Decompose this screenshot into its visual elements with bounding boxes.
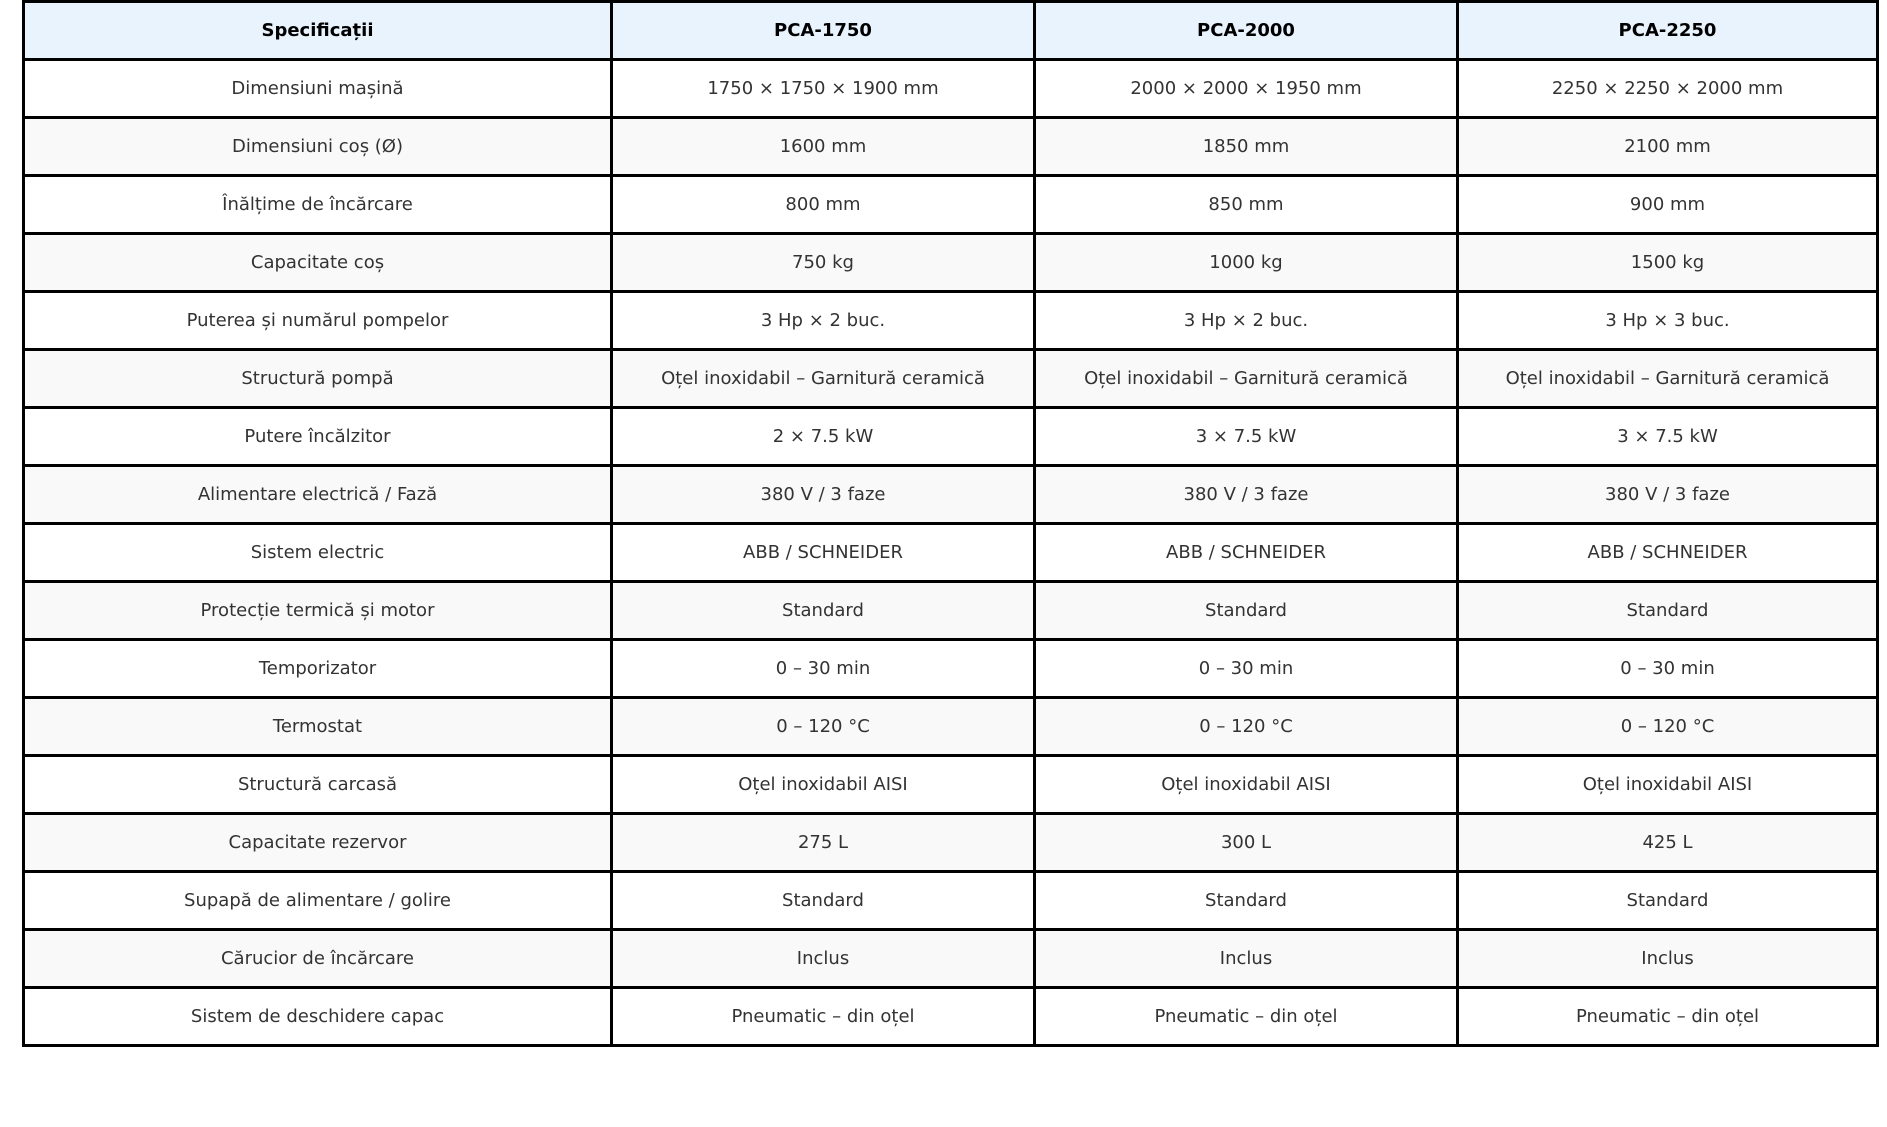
spec-value-cell: 2000 × 2000 × 1950 mm bbox=[1033, 58, 1459, 119]
table-row: Înălțime de încărcare 800 mm 850 mm 900 mm bbox=[22, 174, 1879, 235]
spec-value-cell: 275 L bbox=[610, 812, 1036, 873]
spec-value-cell: 850 mm bbox=[1033, 174, 1459, 235]
spec-label-cell: Înălțime de încărcare bbox=[22, 174, 613, 235]
column-header: PCA-1750 bbox=[610, 0, 1036, 61]
table-row: Sistem electric ABB / SCHNEIDER ABB / SCHN… bbox=[22, 522, 1879, 583]
spec-value-cell: Oțel inoxidabil – Garnitură ceramică bbox=[1456, 348, 1879, 409]
table-row: Supapă de alimentare / golire Standard Sta… bbox=[22, 870, 1879, 931]
specifications-table: Specificații PCA-1750 PCA-2000 PCA-2250 Dim… bbox=[22, 0, 1879, 1047]
spec-value-cell: Oțel inoxidabil – Garnitură ceramică bbox=[610, 348, 1036, 409]
spec-value-cell: 3 Hp × 3 buc. bbox=[1456, 290, 1879, 351]
spec-label-cell: Structură pompă bbox=[22, 348, 613, 409]
spec-label-cell: Dimensiuni mașină bbox=[22, 58, 613, 119]
spec-value-cell: 0 – 120 °C bbox=[610, 696, 1036, 757]
spec-value-cell: Pneumatic – din oțel bbox=[610, 986, 1036, 1047]
spec-value-cell: 2 × 7.5 kW bbox=[610, 406, 1036, 467]
spec-value-cell: Standard bbox=[610, 580, 1036, 641]
spec-value-cell: 750 kg bbox=[610, 232, 1036, 293]
table-row: Dimensiuni coș (Ø) 1600 mm 1850 mm 2100 mm bbox=[22, 116, 1879, 177]
spec-value-cell: ABB / SCHNEIDER bbox=[1033, 522, 1459, 583]
spec-value-cell: 300 L bbox=[1033, 812, 1459, 873]
table-row: Termostat 0 – 120 °C 0 – 120 °C 0 – 120 °C bbox=[22, 696, 1879, 757]
table-row: Capacitate rezervor 275 L 300 L 425 L bbox=[22, 812, 1879, 873]
spec-value-cell: 1850 mm bbox=[1033, 116, 1459, 177]
spec-label-cell: Putere încălzitor bbox=[22, 406, 613, 467]
spec-label-cell: Temporizator bbox=[22, 638, 613, 699]
spec-value-cell: 0 – 120 °C bbox=[1033, 696, 1459, 757]
spec-value-cell: Pneumatic – din oțel bbox=[1456, 986, 1879, 1047]
spec-value-cell: 2250 × 2250 × 2000 mm bbox=[1456, 58, 1879, 119]
spec-value-cell: 1000 kg bbox=[1033, 232, 1459, 293]
spec-label-cell: Sistem electric bbox=[22, 522, 613, 583]
table-row: Protecție termică și motor Standard Standa… bbox=[22, 580, 1879, 641]
spec-value-cell: Standard bbox=[1033, 870, 1459, 931]
spec-value-cell: 1500 kg bbox=[1456, 232, 1879, 293]
table-row: Sistem de deschidere capac Pneumatic – di… bbox=[22, 986, 1879, 1047]
spec-label-cell: Cărucior de încărcare bbox=[22, 928, 613, 989]
spec-value-cell: ABB / SCHNEIDER bbox=[1456, 522, 1879, 583]
column-header: PCA-2250 bbox=[1456, 0, 1879, 61]
spec-label-cell: Alimentare electrică / Fază bbox=[22, 464, 613, 525]
spec-value-cell: Inclus bbox=[610, 928, 1036, 989]
spec-value-cell: Inclus bbox=[1456, 928, 1879, 989]
spec-label-cell: Structură carcasă bbox=[22, 754, 613, 815]
spec-label-cell: Capacitate coș bbox=[22, 232, 613, 293]
spec-value-cell: Oțel inoxidabil AISI bbox=[1456, 754, 1879, 815]
spec-value-cell: 425 L bbox=[1456, 812, 1879, 873]
spec-value-cell: 3 Hp × 2 buc. bbox=[1033, 290, 1459, 351]
spec-value-cell: Standard bbox=[1456, 870, 1879, 931]
spec-value-cell: Standard bbox=[1033, 580, 1459, 641]
spec-value-cell: 3 Hp × 2 buc. bbox=[610, 290, 1036, 351]
spec-label-cell: Puterea și numărul pompelor bbox=[22, 290, 613, 351]
table-row: Puterea și numărul pompelor 3 Hp × 2 buc.… bbox=[22, 290, 1879, 351]
spec-value-cell: Oțel inoxidabil AISI bbox=[1033, 754, 1459, 815]
column-header: Specificații bbox=[22, 0, 613, 61]
spec-value-cell: ABB / SCHNEIDER bbox=[610, 522, 1036, 583]
spec-value-cell: Standard bbox=[1456, 580, 1879, 641]
spec-value-cell: 0 – 30 min bbox=[1033, 638, 1459, 699]
table-row: Structură carcasă Oțel inoxidabil AISI Oțe… bbox=[22, 754, 1879, 815]
spec-value-cell: 1600 mm bbox=[610, 116, 1036, 177]
spec-value-cell: Inclus bbox=[1033, 928, 1459, 989]
spec-label-cell: Supapă de alimentare / golire bbox=[22, 870, 613, 931]
spec-value-cell: Standard bbox=[610, 870, 1036, 931]
table-row: Dimensiuni mașină 1750 × 1750 × 1900 mm 20… bbox=[22, 58, 1879, 119]
spec-label-cell: Termostat bbox=[22, 696, 613, 757]
spec-value-cell: 380 V / 3 faze bbox=[1033, 464, 1459, 525]
spec-value-cell: 3 × 7.5 kW bbox=[1456, 406, 1879, 467]
table-row: Cărucior de încărcare Inclus Inclus Inclus bbox=[22, 928, 1879, 989]
spec-label-cell: Sistem de deschidere capac bbox=[22, 986, 613, 1047]
spec-label-cell: Dimensiuni coș (Ø) bbox=[22, 116, 613, 177]
table-row: Structură pompă Oțel inoxidabil – Garnitu… bbox=[22, 348, 1879, 409]
spec-value-cell: 0 – 30 min bbox=[610, 638, 1036, 699]
spec-value-cell: 1750 × 1750 × 1900 mm bbox=[610, 58, 1036, 119]
table-row: Temporizator 0 – 30 min 0 – 30 min 0 – 30 m… bbox=[22, 638, 1879, 699]
spec-label-cell: Capacitate rezervor bbox=[22, 812, 613, 873]
spec-value-cell: Oțel inoxidabil – Garnitură ceramică bbox=[1033, 348, 1459, 409]
spec-value-cell: 380 V / 3 faze bbox=[1456, 464, 1879, 525]
spec-value-cell: 900 mm bbox=[1456, 174, 1879, 235]
column-header: PCA-2000 bbox=[1033, 0, 1459, 61]
table-row: Putere încălzitor 2 × 7.5 kW 3 × 7.5 kW 3 ×… bbox=[22, 406, 1879, 467]
table-row: Capacitate coș 750 kg 1000 kg 1500 kg bbox=[22, 232, 1879, 293]
spec-value-cell: Pneumatic – din oțel bbox=[1033, 986, 1459, 1047]
header-row: Specificații PCA-1750 PCA-2000 PCA-2250 bbox=[22, 0, 1879, 61]
spec-value-cell: 3 × 7.5 kW bbox=[1033, 406, 1459, 467]
table-row: Alimentare electrică / Fază 380 V / 3 faz… bbox=[22, 464, 1879, 525]
spec-value-cell: Oțel inoxidabil AISI bbox=[610, 754, 1036, 815]
spec-value-cell: 380 V / 3 faze bbox=[610, 464, 1036, 525]
spec-value-cell: 2100 mm bbox=[1456, 116, 1879, 177]
spec-value-cell: 800 mm bbox=[610, 174, 1036, 235]
spec-value-cell: 0 – 120 °C bbox=[1456, 696, 1879, 757]
spec-value-cell: 0 – 30 min bbox=[1456, 638, 1879, 699]
spec-label-cell: Protecție termică și motor bbox=[22, 580, 613, 641]
